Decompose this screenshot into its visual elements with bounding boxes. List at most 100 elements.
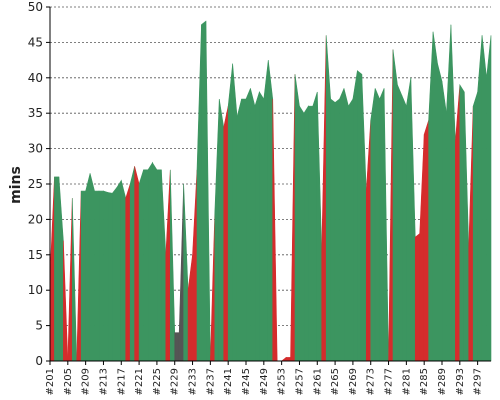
area-segment <box>201 20 207 362</box>
x-tick-label: #209 <box>81 368 92 395</box>
x-tick-labels: #201 #205 #209 #213 #217 #221 #225 #229 #233 #237… <box>45 361 484 395</box>
area-segment <box>183 183 189 362</box>
area-segment <box>401 95 407 362</box>
area-segment <box>312 91 318 362</box>
x-tick-label: #285 <box>419 368 430 395</box>
area-segment <box>280 356 287 362</box>
area-segment <box>254 91 260 362</box>
area-segment <box>263 60 269 362</box>
x-tick-label: #233 <box>188 368 199 395</box>
y-tick-label: 30 <box>28 142 43 156</box>
area-segment <box>267 60 274 362</box>
area-segment <box>98 190 104 362</box>
area-segment <box>214 99 220 362</box>
area-segment <box>334 98 340 362</box>
area-segment <box>245 88 251 362</box>
area-segment <box>348 97 354 362</box>
area-segment <box>241 98 247 362</box>
area-segment <box>477 35 483 362</box>
y-tick-label: 45 <box>28 35 43 49</box>
area-segment <box>339 88 345 362</box>
area-segment <box>437 63 443 362</box>
area-segment <box>54 176 60 362</box>
area-segment <box>250 88 256 362</box>
x-tick-label: #253 <box>277 368 288 395</box>
x-tick-label: #265 <box>330 368 341 395</box>
y-tick-label: 35 <box>28 106 43 120</box>
x-tick-label: #205 <box>63 368 74 395</box>
y-tick-label: 5 <box>35 319 43 333</box>
area-segment <box>406 77 412 362</box>
area-segment <box>236 98 242 362</box>
area-segment <box>67 198 73 362</box>
area-segment <box>463 91 470 362</box>
area-segment <box>472 91 478 362</box>
area-segment <box>450 24 456 362</box>
x-tick-label: #241 <box>223 368 234 395</box>
area-segment <box>414 232 421 362</box>
x-tick-label: #281 <box>401 368 412 395</box>
area-segment <box>147 161 153 362</box>
area-segment <box>410 77 416 362</box>
area-segment <box>290 74 296 362</box>
y-tick-label: 15 <box>28 248 43 262</box>
area-segment <box>178 183 184 362</box>
area-segment <box>152 161 158 362</box>
x-tick-label: #217 <box>116 368 127 395</box>
x-tick-label: #261 <box>312 368 323 395</box>
area-segment <box>205 21 211 362</box>
area-segment <box>316 91 323 362</box>
area-segment <box>392 49 398 362</box>
area-segment <box>432 31 438 362</box>
area-segment <box>455 84 461 362</box>
x-tick-label: #221 <box>134 368 145 395</box>
area-segment <box>120 180 127 362</box>
area-segment <box>379 88 385 362</box>
y-tick-label: 0 <box>35 354 43 368</box>
x-tick-label: #277 <box>384 368 395 395</box>
area-segment <box>325 35 331 362</box>
x-tick-label: #293 <box>455 368 466 395</box>
area-segment <box>218 98 225 362</box>
y-tick-label: 10 <box>28 283 43 297</box>
area-segment <box>330 98 336 362</box>
x-tick-label: #237 <box>205 368 216 395</box>
area-segment <box>80 190 86 362</box>
area-segment <box>423 120 429 362</box>
area-segment <box>321 35 327 362</box>
area-segment <box>308 105 314 362</box>
duration-area <box>49 20 492 362</box>
x-tick-label: #273 <box>366 368 377 395</box>
x-tick-label: #269 <box>348 368 359 395</box>
y-tick-label: 50 <box>28 0 43 14</box>
area-segment <box>174 332 180 362</box>
area-segment <box>94 190 100 362</box>
area-segment <box>397 84 403 362</box>
area-segment <box>361 74 367 362</box>
y-axis-label: mins <box>8 166 24 204</box>
x-tick-label: #289 <box>437 368 448 395</box>
area-segment <box>227 63 233 362</box>
x-tick-label: #225 <box>152 368 163 395</box>
area-segment <box>58 176 64 362</box>
area-segment <box>428 31 434 362</box>
area-segment <box>285 357 291 362</box>
area-segment <box>187 254 193 362</box>
area-segment <box>161 169 167 362</box>
area-segment <box>89 173 95 362</box>
x-tick-label: #213 <box>98 368 109 395</box>
area-segment <box>49 176 55 362</box>
area-segment <box>259 90 265 362</box>
area-segment <box>129 166 135 362</box>
area-segment <box>303 105 309 362</box>
area-segment <box>468 106 474 362</box>
area-segment <box>138 169 144 362</box>
y-tick-label: 25 <box>28 177 43 191</box>
area-segment <box>441 81 447 362</box>
x-tick-label: #257 <box>294 368 305 395</box>
area-segment <box>169 169 176 362</box>
x-tick-label: #297 <box>473 368 484 395</box>
area-segment <box>223 106 229 362</box>
area-segment <box>85 173 91 362</box>
